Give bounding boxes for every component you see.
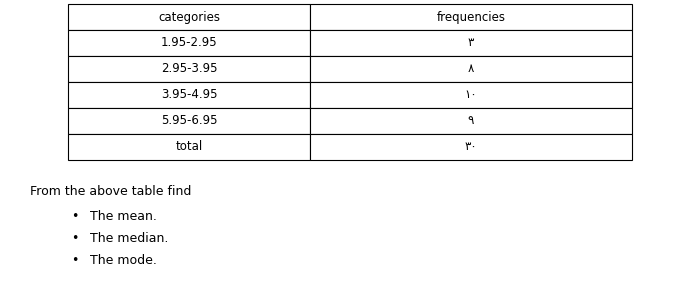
Bar	[310, 56, 632, 82]
Bar	[68, 134, 310, 160]
Text: 5.95-6.95: 5.95-6.95	[161, 114, 217, 127]
Text: ١۰: ١۰	[465, 88, 477, 102]
Text: From the above table find: From the above table find	[30, 185, 191, 198]
Text: frequencies: frequencies	[437, 10, 505, 23]
Bar	[68, 4, 310, 30]
Text: •: •	[71, 232, 78, 245]
Bar	[310, 108, 632, 134]
Text: ٩: ٩	[468, 114, 474, 127]
Text: •: •	[71, 210, 78, 223]
Text: ٨: ٨	[468, 63, 474, 76]
Text: categories: categories	[158, 10, 220, 23]
Text: The mode.: The mode.	[90, 254, 157, 267]
Text: 1.95-2.95: 1.95-2.95	[161, 37, 217, 49]
Bar	[310, 134, 632, 160]
Bar	[68, 56, 310, 82]
Text: total: total	[176, 141, 202, 153]
Text: ٣: ٣	[468, 37, 474, 49]
Bar	[68, 30, 310, 56]
Text: 2.95-3.95: 2.95-3.95	[161, 63, 217, 76]
Bar	[310, 30, 632, 56]
Bar	[310, 4, 632, 30]
Bar	[68, 82, 310, 108]
Text: ٣۰: ٣۰	[465, 141, 477, 153]
Bar	[310, 82, 632, 108]
Text: The mean.: The mean.	[90, 210, 157, 223]
Bar	[68, 108, 310, 134]
Text: The median.: The median.	[90, 232, 169, 245]
Text: 3.95-4.95: 3.95-4.95	[161, 88, 217, 102]
Text: •: •	[71, 254, 78, 267]
